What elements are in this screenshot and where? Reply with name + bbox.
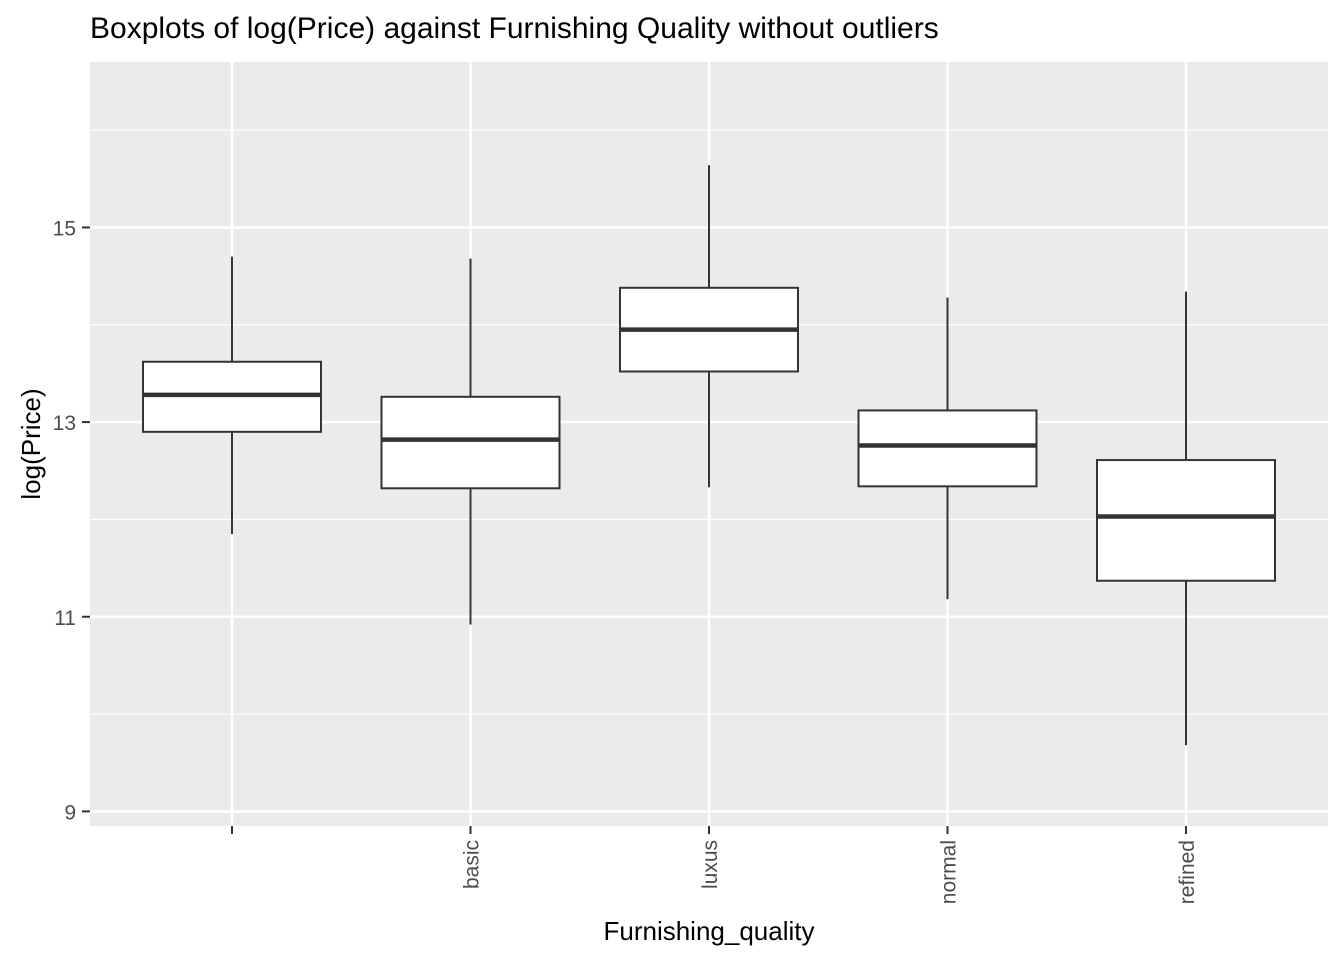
box-group <box>619 165 799 488</box>
box-group <box>1096 291 1276 746</box>
x-axis-title: Furnishing_quality <box>603 916 814 946</box>
y-tick-label: 11 <box>54 607 76 630</box>
boxes <box>142 165 1276 746</box>
x-tick-label: basic <box>461 840 484 889</box>
chart-title: Boxplots of log(Price) against Furnishin… <box>90 12 939 45</box>
box-group <box>142 256 322 535</box>
box-group <box>857 297 1038 600</box>
box-group <box>380 258 561 625</box>
x-tick-label: luxus <box>699 840 722 889</box>
box-iqr <box>380 395 561 490</box>
axes: 9 11 13 15 basic luxus normal refined <box>53 217 1199 904</box>
y-axis-title: log(Price) <box>16 388 46 499</box>
x-tick-label: normal <box>938 840 961 904</box>
y-tick-label: 13 <box>53 412 76 435</box>
x-tick-label: refined <box>1176 840 1199 904</box>
box-iqr <box>1096 459 1276 582</box>
y-tick-label: 9 <box>64 801 76 824</box>
box-iqr <box>857 409 1038 488</box>
y-tick-label: 15 <box>53 217 76 240</box>
